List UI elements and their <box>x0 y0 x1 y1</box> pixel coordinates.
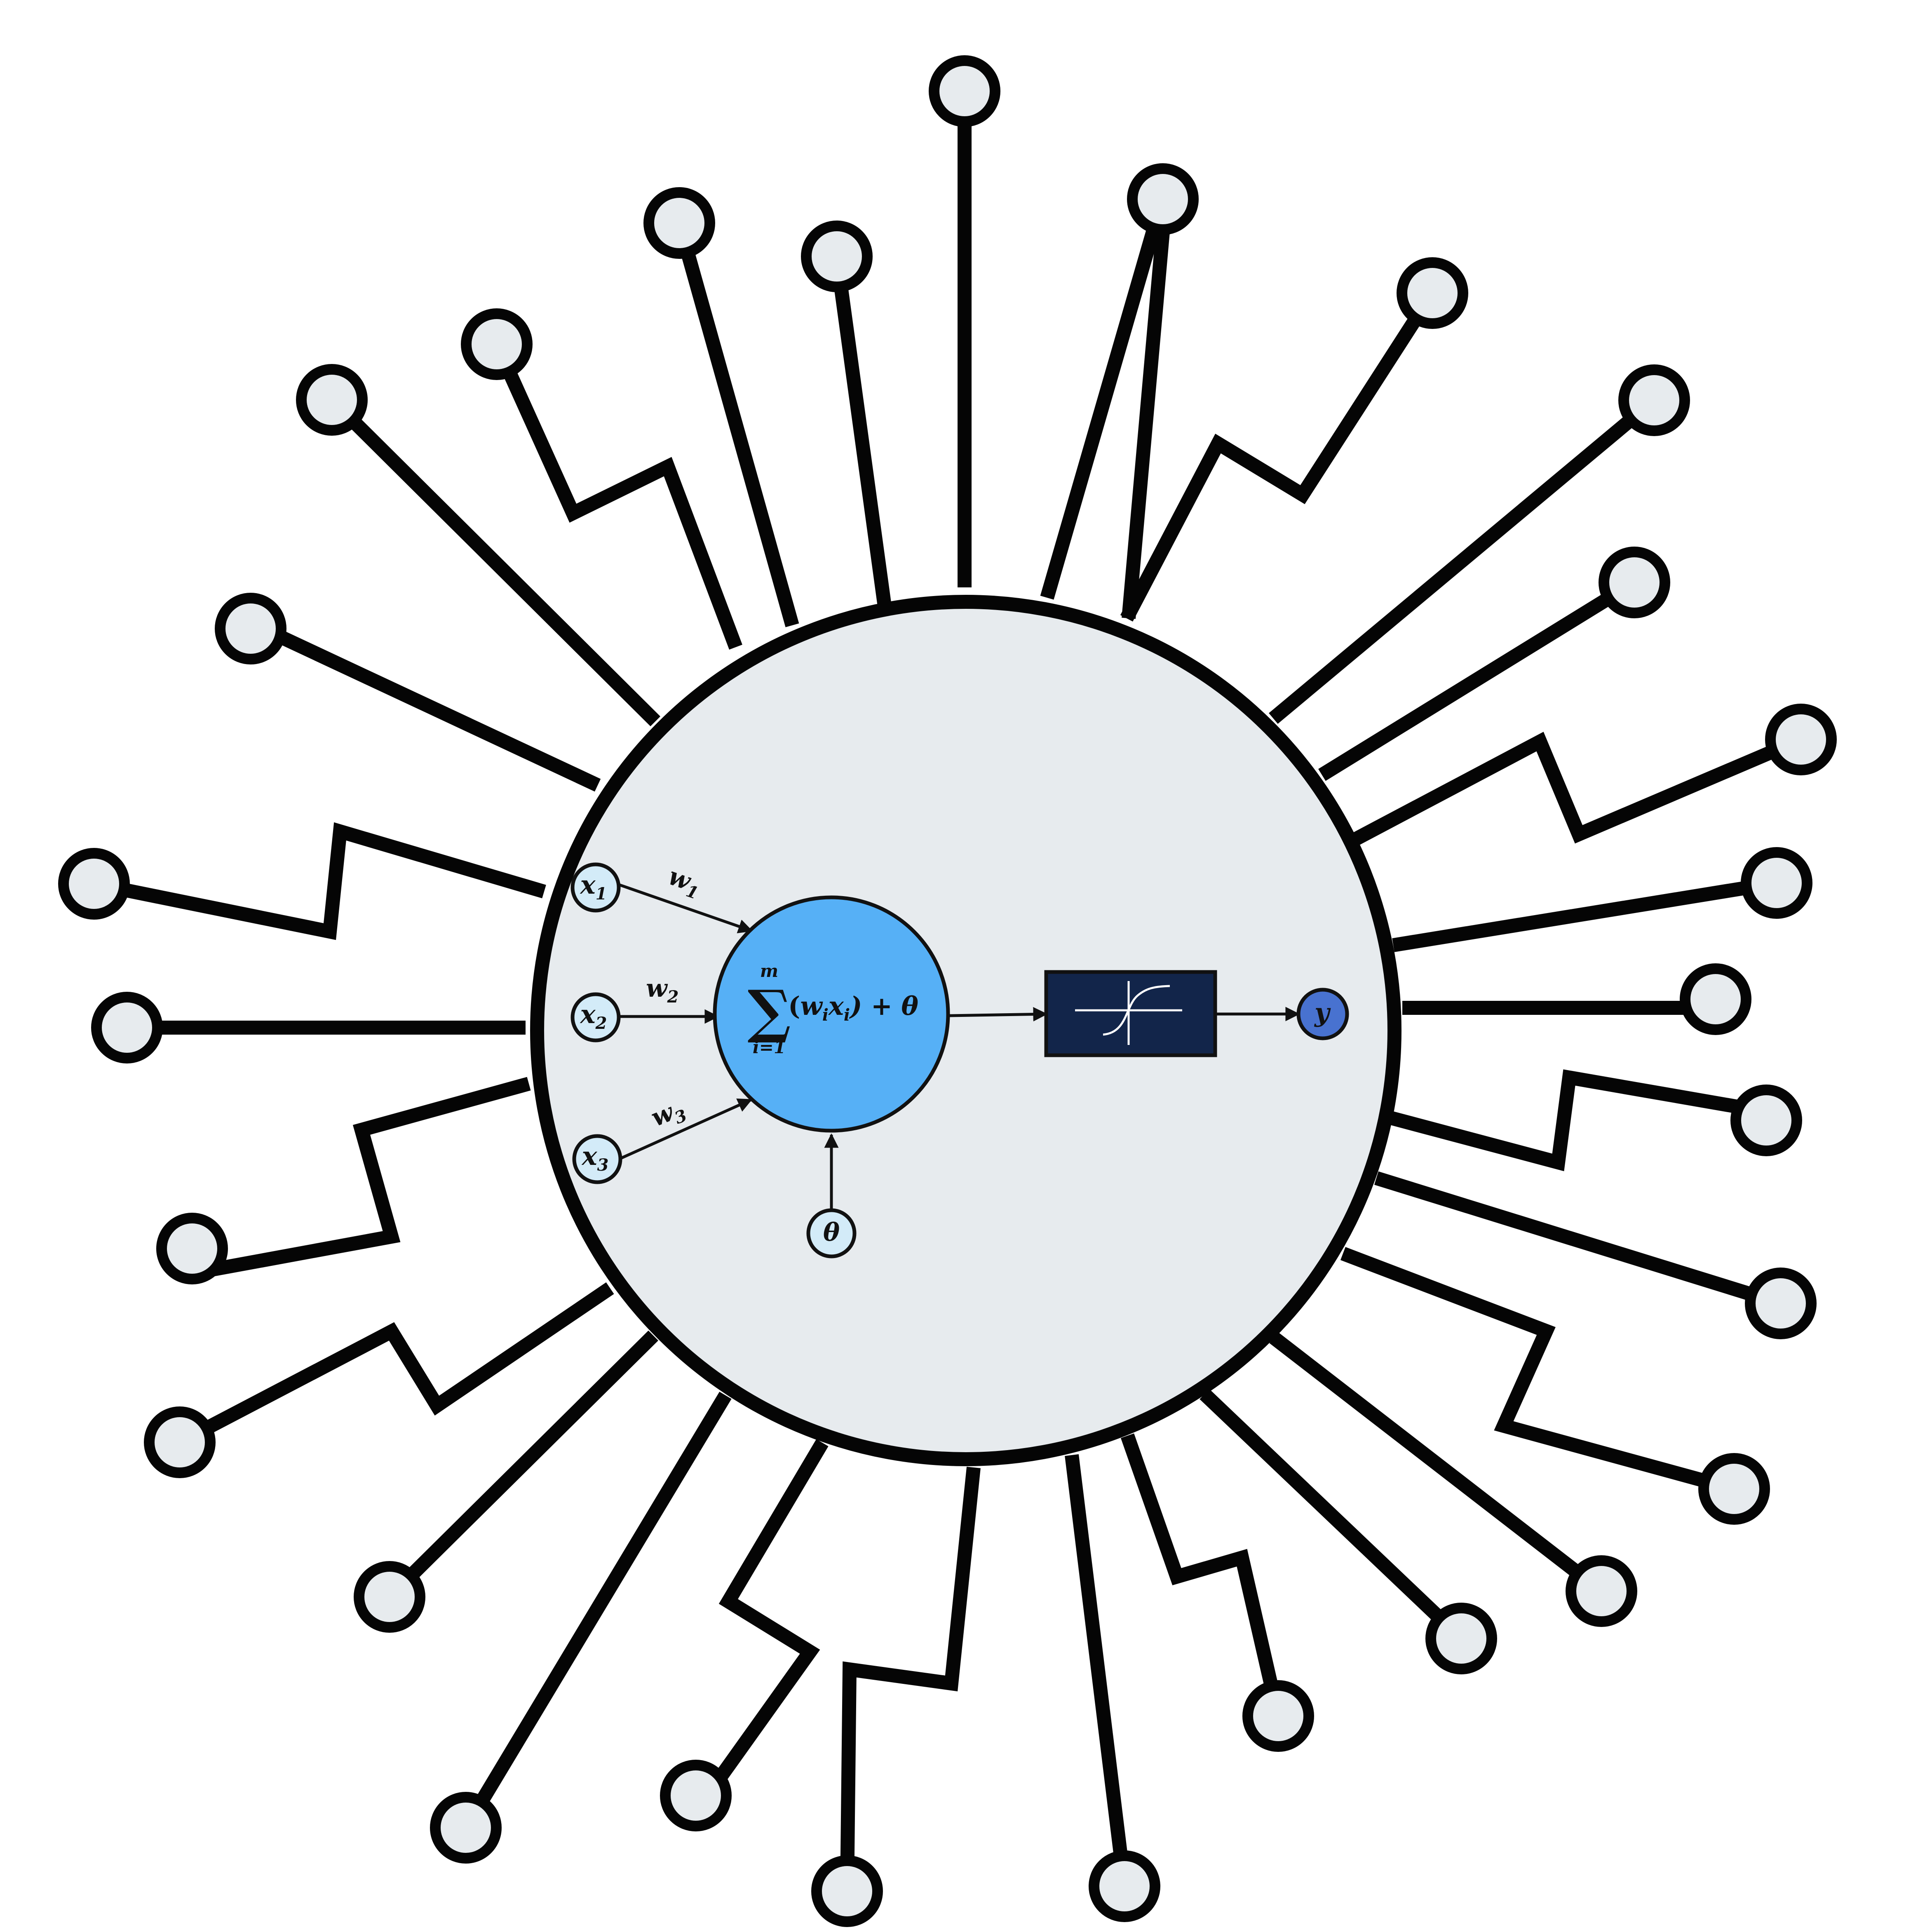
dendrite-branch <box>690 1439 829 1816</box>
dendrite-terminals <box>58 55 1837 1927</box>
dendrite-terminal-node <box>1089 1850 1160 1922</box>
dendrite-branch <box>1040 197 1169 600</box>
sum-upper-limit: m <box>760 961 778 981</box>
input-node-x2: x2 <box>570 992 621 1042</box>
dendrite-terminal-node <box>1242 1680 1314 1752</box>
dendrite-terminal-node <box>215 593 286 664</box>
input-node-x3: x3 <box>572 1134 622 1184</box>
input-symbol: x <box>581 1141 598 1171</box>
dendrite-terminal-node <box>643 187 715 259</box>
dendrite-terminal-node <box>156 1213 228 1284</box>
sum-expression: (wixi) + θ <box>788 991 919 1025</box>
dendrite-terminal-node <box>58 848 130 920</box>
input-subscript: 3 <box>597 1155 609 1175</box>
sigma-symbol: ∑ <box>747 978 791 1045</box>
dendrite-terminal-node <box>1127 163 1199 235</box>
dendrite-branch <box>460 1392 732 1831</box>
weight-label-w2: w2 <box>646 974 679 1007</box>
dendrite-terminal-node <box>811 1855 883 1927</box>
dendrite-terminal-node <box>801 221 873 292</box>
dendrite-terminal-node <box>461 308 533 380</box>
dendrite-branch <box>1353 732 1804 845</box>
output-symbol: y <box>1314 998 1331 1028</box>
dendrite-branch <box>1392 876 1778 952</box>
sigmoid-curve-icon <box>1075 981 1182 1045</box>
dendrite-branch <box>1122 198 1173 619</box>
dendrite-terminal-node <box>296 364 368 436</box>
dendrite-branch <box>830 255 892 607</box>
bias-symbol: θ <box>823 1218 840 1247</box>
dendrite-terminal-node <box>354 1561 425 1633</box>
svg-text:x2: x2 <box>580 999 607 1033</box>
dendrite-branch <box>1120 1433 1285 1718</box>
cell-body <box>530 595 1401 1466</box>
dendrite-terminal-node <box>430 1792 502 1864</box>
dendrite-terminal-node <box>1566 1555 1637 1627</box>
dendrite-terminal-node <box>1698 1453 1770 1525</box>
input-node-x1: x1 <box>570 862 621 913</box>
activation-function-box <box>1044 970 1217 1057</box>
dendrite-branch <box>190 1077 531 1280</box>
dendrite-branch <box>176 1282 614 1449</box>
sum-to-activation-arrow <box>948 1007 1048 1022</box>
dendrite-branch <box>247 616 601 792</box>
bias-node: θ <box>806 1208 857 1258</box>
svg-text:x1: x1 <box>580 870 607 904</box>
dendrite-branch <box>1374 1171 1783 1310</box>
dendrite-branch <box>385 1330 658 1602</box>
dendrite-terminal-node <box>1599 547 1670 618</box>
svg-text:x3: x3 <box>581 1141 609 1175</box>
dendrite-branch <box>1269 1332 1606 1597</box>
dendrite-terminal-node <box>1745 1268 1817 1339</box>
dendrite-branch <box>1120 289 1439 622</box>
dendrite-terminal-node <box>1730 1085 1802 1156</box>
dendrite-branch <box>672 221 799 627</box>
dendrite-terminal-node <box>1397 257 1468 329</box>
dendrite-branch <box>1065 1454 1131 1887</box>
dendrite-terminal-node <box>1741 847 1812 919</box>
dendrite-branch <box>840 1467 981 1892</box>
sum-lower-limit: i=1 <box>753 1037 786 1057</box>
dendrite-terminal-node <box>1765 704 1837 775</box>
dendrite-branch <box>490 341 742 650</box>
input-subscript: 2 <box>595 1014 607 1033</box>
dendrite-branch <box>1389 1069 1768 1171</box>
dendrite-terminal-node <box>929 55 1000 127</box>
input-arrow-3 <box>620 1098 753 1160</box>
summation-node: m ∑ i=1 (wixi) + θ <box>713 895 950 1133</box>
dendrite-terminal-node <box>144 1406 216 1478</box>
dendrite-terminal-node <box>1425 1603 1497 1674</box>
input-arrow-1 <box>618 883 753 934</box>
dendrite-terminal-node <box>660 1760 732 1831</box>
dendrite-branch <box>327 394 660 727</box>
dendrite-branches <box>92 91 1804 1892</box>
perceptron-model: x1 x2 x3 w1 w2 w3 m ∑ <box>570 862 1349 1258</box>
input-symbol: x <box>580 999 596 1029</box>
input-symbol: x <box>580 870 596 900</box>
dendrite-branch <box>1318 576 1638 781</box>
dendrite-terminal-node <box>1680 963 1751 1035</box>
dendrite-terminal-node <box>1618 364 1690 436</box>
dendrite-branch <box>92 822 546 940</box>
dendrite-terminal-node <box>91 992 163 1063</box>
dendrite-branch <box>1269 394 1659 724</box>
input-subscript: 1 <box>596 884 607 904</box>
dendrite-branch <box>1200 1389 1466 1644</box>
dendrite-branch <box>1340 1247 1736 1496</box>
output-node-y: y <box>1296 988 1349 1040</box>
